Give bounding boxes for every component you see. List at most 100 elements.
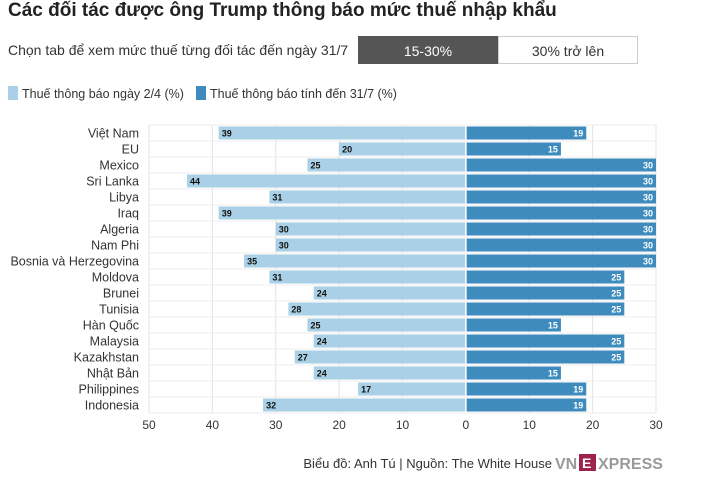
category-label: Algeria xyxy=(100,223,139,237)
bar-label-july: 30 xyxy=(643,193,653,203)
category-label: Philippines xyxy=(79,383,139,397)
bar-label-april: 24 xyxy=(317,289,327,299)
category-label: Sri Lanka xyxy=(86,175,139,189)
bar-label-july: 19 xyxy=(573,401,583,411)
bar-label-april: 31 xyxy=(272,193,282,203)
legend-swatch-july xyxy=(196,86,206,100)
bar-label-july: 15 xyxy=(548,369,558,379)
bar-april xyxy=(269,270,466,284)
x-tick-label: 0 xyxy=(463,418,470,432)
svg-text:VN: VN xyxy=(555,456,577,473)
legend-label-july: Thuế thông báo tính đến 31/7 (%) xyxy=(210,87,397,101)
x-tick-label: 30 xyxy=(649,418,663,432)
chart: 50 40 30 20 10 0 10 20 30 Việt Nam 39 19 EU 20 15 Mexic… xyxy=(10,124,663,432)
bar-july xyxy=(465,206,656,220)
bar-april xyxy=(313,334,466,348)
bar-label-april: 32 xyxy=(266,401,276,411)
x-tick-label: 20 xyxy=(332,418,346,432)
bar-label-april: 25 xyxy=(310,161,320,171)
bar-label-april: 30 xyxy=(279,241,289,251)
bar-label-april: 44 xyxy=(190,177,200,187)
bar-july xyxy=(465,302,625,316)
bar-july xyxy=(465,334,625,348)
bar-april xyxy=(313,286,466,300)
bar-april xyxy=(218,206,466,220)
x-tick-label: 40 xyxy=(206,418,220,432)
svg-text:XPRESS: XPRESS xyxy=(598,456,663,473)
bar-july xyxy=(465,158,656,172)
bar-july xyxy=(465,286,625,300)
category-label: Kazakhstan xyxy=(74,351,139,365)
tab-prompt: Chọn tab để xem mức thuế từng đối tác đế… xyxy=(8,42,349,58)
x-tick-label: 30 xyxy=(269,418,283,432)
category-label: Malaysia xyxy=(90,335,139,349)
bar-label-july: 30 xyxy=(643,161,653,171)
bar-label-april: 27 xyxy=(298,353,308,363)
bar-label-july: 30 xyxy=(643,225,653,235)
bar-label-july: 25 xyxy=(611,273,621,283)
category-label: Bosnia và Herzegovina xyxy=(10,255,139,269)
source-credit: Biểu đồ: Anh Tú | Nguồn: The White House xyxy=(303,456,552,471)
bar-label-july: 25 xyxy=(611,305,621,315)
bar-label-july: 30 xyxy=(643,177,653,187)
bar-july xyxy=(465,382,587,396)
category-label: Nam Phi xyxy=(91,239,139,253)
bar-label-april: 24 xyxy=(317,337,327,347)
category-label: Hàn Quốc xyxy=(83,319,139,333)
bar-label-april: 39 xyxy=(222,129,232,139)
bar-april xyxy=(307,318,466,332)
bar-label-july: 25 xyxy=(611,353,621,363)
bar-july xyxy=(465,350,625,364)
legend-item-july: Thuế thông báo tính đến 31/7 (%) xyxy=(196,86,397,101)
bar-july xyxy=(465,254,656,268)
bar-label-july: 19 xyxy=(573,385,583,395)
bar-july xyxy=(465,190,656,204)
svg-text:E: E xyxy=(582,455,591,471)
bar-april xyxy=(275,238,466,252)
bar-label-april: 39 xyxy=(222,209,232,219)
bar-label-july: 19 xyxy=(573,129,583,139)
category-label: Brunei xyxy=(103,287,139,301)
bar-april xyxy=(294,350,466,364)
bar-july xyxy=(465,398,587,412)
bar-april xyxy=(275,222,466,236)
bar-label-april: 35 xyxy=(247,257,257,267)
category-label: Iraq xyxy=(117,207,139,221)
bar-july xyxy=(465,222,656,236)
bar-label-april: 17 xyxy=(361,385,371,395)
bar-april xyxy=(358,382,466,396)
bar-label-april: 31 xyxy=(272,273,282,283)
bar-label-july: 30 xyxy=(643,241,653,251)
bar-april xyxy=(263,398,466,412)
tab-30-plus[interactable]: 30% trở lên xyxy=(498,36,638,64)
bar-april xyxy=(313,366,466,380)
tab-bar: Chọn tab để xem mức thuế từng đối tác đế… xyxy=(8,36,698,66)
category-label: EU xyxy=(122,143,139,157)
chart-title: Các đối tác được ông Trump thông báo mức… xyxy=(8,0,557,21)
x-tick-label: 10 xyxy=(523,418,537,432)
bar-april xyxy=(307,158,466,172)
category-label: Libya xyxy=(109,191,139,205)
category-label: Indonesia xyxy=(85,399,139,413)
bar-april xyxy=(269,190,466,204)
category-label: Moldova xyxy=(92,271,139,285)
bar-july xyxy=(465,318,561,332)
bar-label-april: 20 xyxy=(342,145,352,155)
bar-label-july: 15 xyxy=(548,321,558,331)
legend-swatch-april xyxy=(8,86,18,100)
bar-july xyxy=(465,142,561,156)
bar-april xyxy=(244,254,466,268)
tab-15-30[interactable]: 15-30% xyxy=(358,36,498,64)
bar-label-july: 15 xyxy=(548,145,558,155)
x-tick-label: 10 xyxy=(396,418,410,432)
bar-july xyxy=(465,174,656,188)
category-label: Nhật Bản xyxy=(87,367,139,381)
category-label: Việt Nam xyxy=(88,127,139,141)
bar-label-july: 30 xyxy=(643,257,653,267)
legend-label-april: Thuế thông báo ngày 2/4 (%) xyxy=(22,87,184,101)
bar-july xyxy=(465,366,561,380)
bar-label-july: 25 xyxy=(611,337,621,347)
bar-label-april: 25 xyxy=(310,321,320,331)
bar-july xyxy=(465,270,625,284)
x-tick-label: 50 xyxy=(142,418,156,432)
